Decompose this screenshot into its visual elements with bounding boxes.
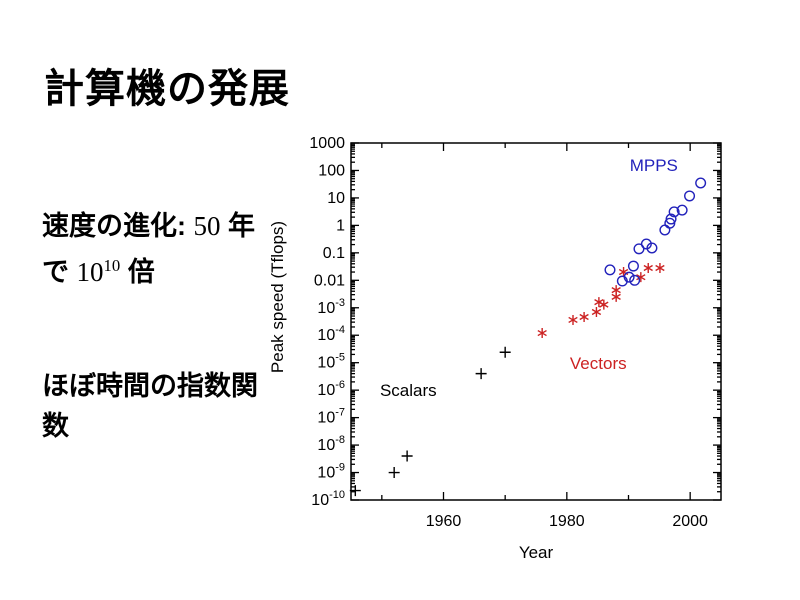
svg-text:0.1: 0.1 bbox=[323, 245, 345, 262]
plot-frame bbox=[350, 142, 722, 501]
series-label-scalars: Scalars bbox=[380, 381, 437, 400]
svg-text:0.01: 0.01 bbox=[314, 272, 345, 289]
svg-text:1: 1 bbox=[336, 217, 345, 234]
slide-title: 計算機の発展 bbox=[44, 67, 290, 111]
svg-text:10-8: 10-8 bbox=[317, 434, 345, 454]
svg-text:10-7: 10-7 bbox=[317, 407, 345, 427]
series-vectors bbox=[537, 263, 665, 339]
tick-labels: 1960 1980 2000 1000 100 10 1 0.1 0.01 10-3 10-4 10-… bbox=[309, 135, 708, 530]
note-speed-line2: で 1010 倍 bbox=[42, 256, 155, 287]
speed-evolution-chart: 1960 1980 2000 1000 100 10 1 0.1 0.01 10-3 10-4 10-… bbox=[250, 115, 770, 585]
svg-text:10-10: 10-10 bbox=[311, 489, 345, 509]
svg-text:1000: 1000 bbox=[309, 135, 345, 152]
exponent: 10 bbox=[103, 256, 121, 275]
svg-text:10-6: 10-6 bbox=[317, 379, 345, 399]
svg-text:1960: 1960 bbox=[426, 513, 462, 530]
svg-text:2000: 2000 bbox=[672, 513, 708, 530]
y-axis-title: Peak speed (Tflops) bbox=[268, 221, 287, 373]
chart-svg: 1960 1980 2000 1000 100 10 1 0.1 0.01 10-3 10-4 10-… bbox=[268, 135, 722, 562]
svg-text:10-5: 10-5 bbox=[317, 352, 345, 372]
svg-text:10-3: 10-3 bbox=[317, 297, 345, 317]
svg-text:10-9: 10-9 bbox=[317, 462, 345, 482]
series-scalars bbox=[349, 346, 511, 497]
axes-ticks bbox=[351, 142, 721, 501]
svg-text:100: 100 bbox=[318, 162, 345, 179]
svg-text:10-4: 10-4 bbox=[317, 324, 345, 344]
series-mpps bbox=[604, 177, 707, 287]
svg-text:1980: 1980 bbox=[549, 513, 585, 530]
note-exp-line2: 数 bbox=[42, 411, 69, 441]
x-axis-title: Year bbox=[519, 543, 554, 562]
series-label-mpps: MPPS bbox=[630, 156, 678, 175]
svg-text:10: 10 bbox=[327, 190, 345, 207]
series-label-vectors: Vectors bbox=[570, 354, 627, 373]
note-speed-evolution: 速度の進化: 50 年 で 1010 倍 bbox=[42, 206, 302, 292]
note-speed-line1: 速度の進化: 50 年 bbox=[42, 211, 256, 241]
note-exp-line1: ほぼ時間の指数関 bbox=[42, 371, 258, 401]
note-exponential-function: ほぼ時間の指数関 数 bbox=[42, 366, 302, 446]
